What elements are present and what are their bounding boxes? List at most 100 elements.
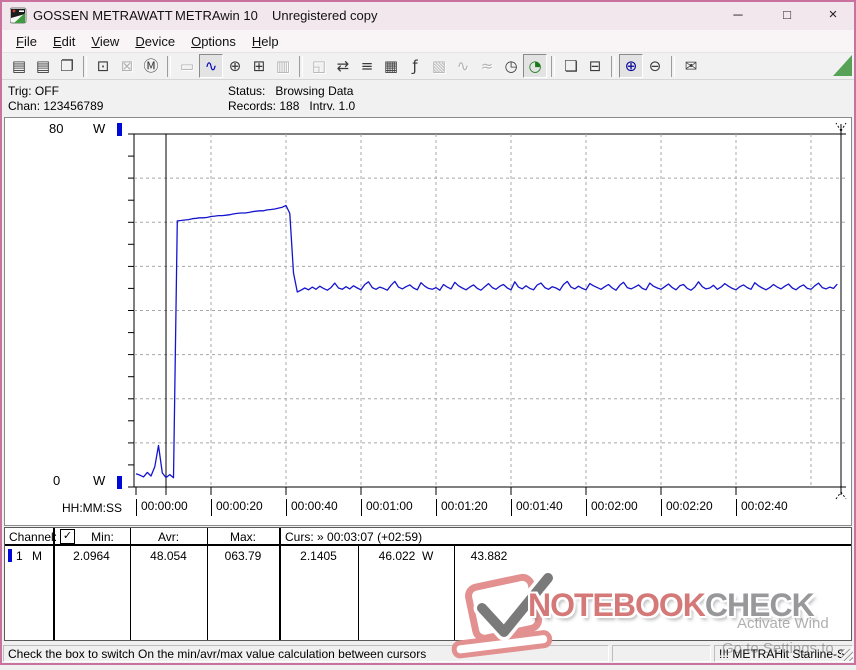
- title-app-name: GOSSEN METRAWATT: [33, 8, 173, 23]
- app-icon: [10, 7, 27, 24]
- resize-grip[interactable]: [841, 649, 853, 661]
- x-tick-label: 00:01:00: [361, 499, 413, 516]
- title-bar: GOSSEN METRAWATT METRAwin 10 Unregistere…: [0, 0, 856, 30]
- table-divider: [454, 545, 455, 640]
- monitor-settings-icon[interactable]: ▦: [383, 56, 399, 75]
- toolbar: ▤ ▤ ❐ ⊡ ⊠ Ⓜ ▭ ∿ ⊕ ⊞ ▥ ◱ ⇄ ≡ ▦ ƒ ▧ ∿ ≈ ◷ ◔ ❏ ⊟ ⊕ ⊖ ✉: [2, 52, 854, 80]
- chart-panel[interactable]: 80 W 0 W HH:MM:SS 00:00:00 00:00:20 00:00:…: [4, 117, 852, 526]
- toolbar-separator: [167, 55, 171, 77]
- cursor2-handle-bottom[interactable]: [835, 491, 847, 500]
- chart-view-icon[interactable]: ∿: [199, 54, 223, 78]
- menu-edit[interactable]: Edit: [52, 33, 76, 49]
- title-product-name: METRAwin 10: [175, 8, 258, 23]
- cursor2-handle-top[interactable]: [835, 122, 847, 132]
- channel-mode: M: [32, 549, 42, 563]
- x-tick-label: 00:02:00: [586, 499, 638, 516]
- wave-multi-icon[interactable]: ≈: [480, 56, 494, 75]
- menu-bar: File Edit View Device Options Help: [2, 30, 854, 52]
- transfer-device-icon[interactable]: ⇄: [336, 56, 350, 75]
- timer-icon[interactable]: ◔: [523, 54, 547, 78]
- device-offline-icon[interactable]: ⊠: [120, 56, 134, 75]
- menu-device[interactable]: Device: [135, 33, 176, 49]
- toolbar-separator: [611, 55, 615, 77]
- menu-file[interactable]: File: [16, 33, 37, 49]
- minimize-button[interactable]: ─: [733, 7, 743, 22]
- browse-status: Status: Browsing Data: [228, 84, 354, 98]
- min-header: Min:: [91, 530, 114, 544]
- power-chart[interactable]: [5, 118, 851, 525]
- print-icon[interactable]: ⊟: [588, 56, 602, 75]
- menu-view[interactable]: View: [91, 33, 120, 49]
- time-sync-icon[interactable]: ◷: [504, 56, 518, 75]
- minmax-checkbox[interactable]: ✓: [60, 529, 75, 544]
- y-axis-max-label: 80: [49, 121, 64, 136]
- avr-header: Avr:: [157, 530, 180, 544]
- statusbar-message: Check the box to switch On the min/avr/m…: [3, 645, 609, 662]
- menu-help[interactable]: Help: [251, 33, 279, 49]
- channel-number: 1: [16, 549, 23, 563]
- y-axis-unit-bottom: W: [93, 473, 106, 488]
- table-divider: [207, 528, 208, 640]
- menu-options[interactable]: Options: [191, 33, 236, 49]
- title-license-status: Unregistered copy: [272, 8, 378, 23]
- maximize-button[interactable]: □: [783, 7, 791, 22]
- channel-range-marker-top: [117, 123, 122, 136]
- x-tick-label: 00:01:40: [511, 499, 563, 516]
- zoom-out-icon[interactable]: ⊖: [648, 56, 662, 75]
- lcd-display-icon[interactable]: ▭: [179, 56, 195, 75]
- y-axis-min-label: 0: [53, 473, 61, 488]
- toolbar-separator: [83, 55, 87, 77]
- channel-header: Channel:: [9, 530, 58, 544]
- channel-color-marker: [8, 549, 12, 562]
- max-value: 063.79: [224, 549, 262, 563]
- delta-value: 43.882: [470, 549, 508, 563]
- records-status: Records: 188 Intrv. 1.0: [228, 99, 356, 113]
- min-value: 2.0964: [73, 549, 110, 563]
- table-divider: [53, 528, 55, 640]
- wave-single-icon[interactable]: ∿: [456, 56, 470, 75]
- x-tick-label: 00:02:40: [736, 499, 788, 516]
- table-divider: [358, 545, 359, 640]
- activate-windows-watermark-line1: Activate Wind: [737, 615, 829, 632]
- channel-range-marker-bottom: [117, 476, 122, 489]
- logo-triangle-icon: [833, 55, 852, 76]
- remote-display-icon[interactable]: ▧: [431, 56, 447, 75]
- cursor-crosshair-icon[interactable]: ⊕: [228, 56, 242, 75]
- save-as-icon[interactable]: ▤: [35, 56, 51, 75]
- toolbar-separator: [299, 55, 303, 77]
- channel-config-icon[interactable]: ≡: [360, 56, 374, 75]
- close-button[interactable]: ×: [828, 6, 838, 23]
- cursor2-value: 46.022 W: [378, 549, 434, 563]
- zoom-in-icon[interactable]: ⊕: [619, 54, 643, 78]
- open-file-icon[interactable]: ❐: [60, 56, 74, 75]
- x-tick-label: 00:00:40: [286, 499, 338, 516]
- power-curve: [135, 204, 838, 479]
- table-header-underline: [5, 544, 851, 546]
- x-axis-format-label: HH:MM:SS: [62, 501, 122, 515]
- export-icon[interactable]: ◱: [311, 56, 327, 75]
- table-view-icon[interactable]: ⊞: [252, 56, 266, 75]
- status-panel: Trig: OFF Chan: 123456789 Status: Browsi…: [2, 80, 854, 117]
- cursor1-value: 2.1405: [300, 549, 337, 563]
- x-tick-label: 00:01:20: [436, 499, 488, 516]
- x-tick-label: 00:02:20: [661, 499, 713, 516]
- formula-icon[interactable]: ƒ: [412, 56, 418, 75]
- status-bar: Check the box to switch On the min/avr/m…: [2, 645, 854, 663]
- max-header: Max:: [229, 530, 256, 544]
- histogram-view-icon[interactable]: ▥: [275, 56, 291, 75]
- y-axis-unit-top: W: [93, 121, 106, 136]
- activate-windows-watermark-line2: Go to Settings to: [722, 640, 834, 657]
- trigger-status: Trig: OFF: [8, 84, 59, 98]
- toolbar-separator: [551, 55, 555, 77]
- channel-status: Chan: 123456789: [8, 99, 104, 113]
- read-memory-icon[interactable]: Ⓜ: [143, 56, 159, 75]
- print-preview-icon[interactable]: ❏: [564, 56, 578, 75]
- table-divider: [279, 528, 281, 640]
- x-tick-label: 00:00:20: [211, 499, 263, 516]
- table-divider: [130, 528, 131, 640]
- x-tick-label: 00:00:00: [136, 499, 188, 516]
- read-device-icon[interactable]: ⊡: [96, 56, 110, 75]
- save-icon[interactable]: ▤: [11, 56, 27, 75]
- cursor-header: Curs: » 00:03:07 (+02:59): [285, 530, 423, 544]
- comment-icon[interactable]: ✉: [684, 56, 698, 75]
